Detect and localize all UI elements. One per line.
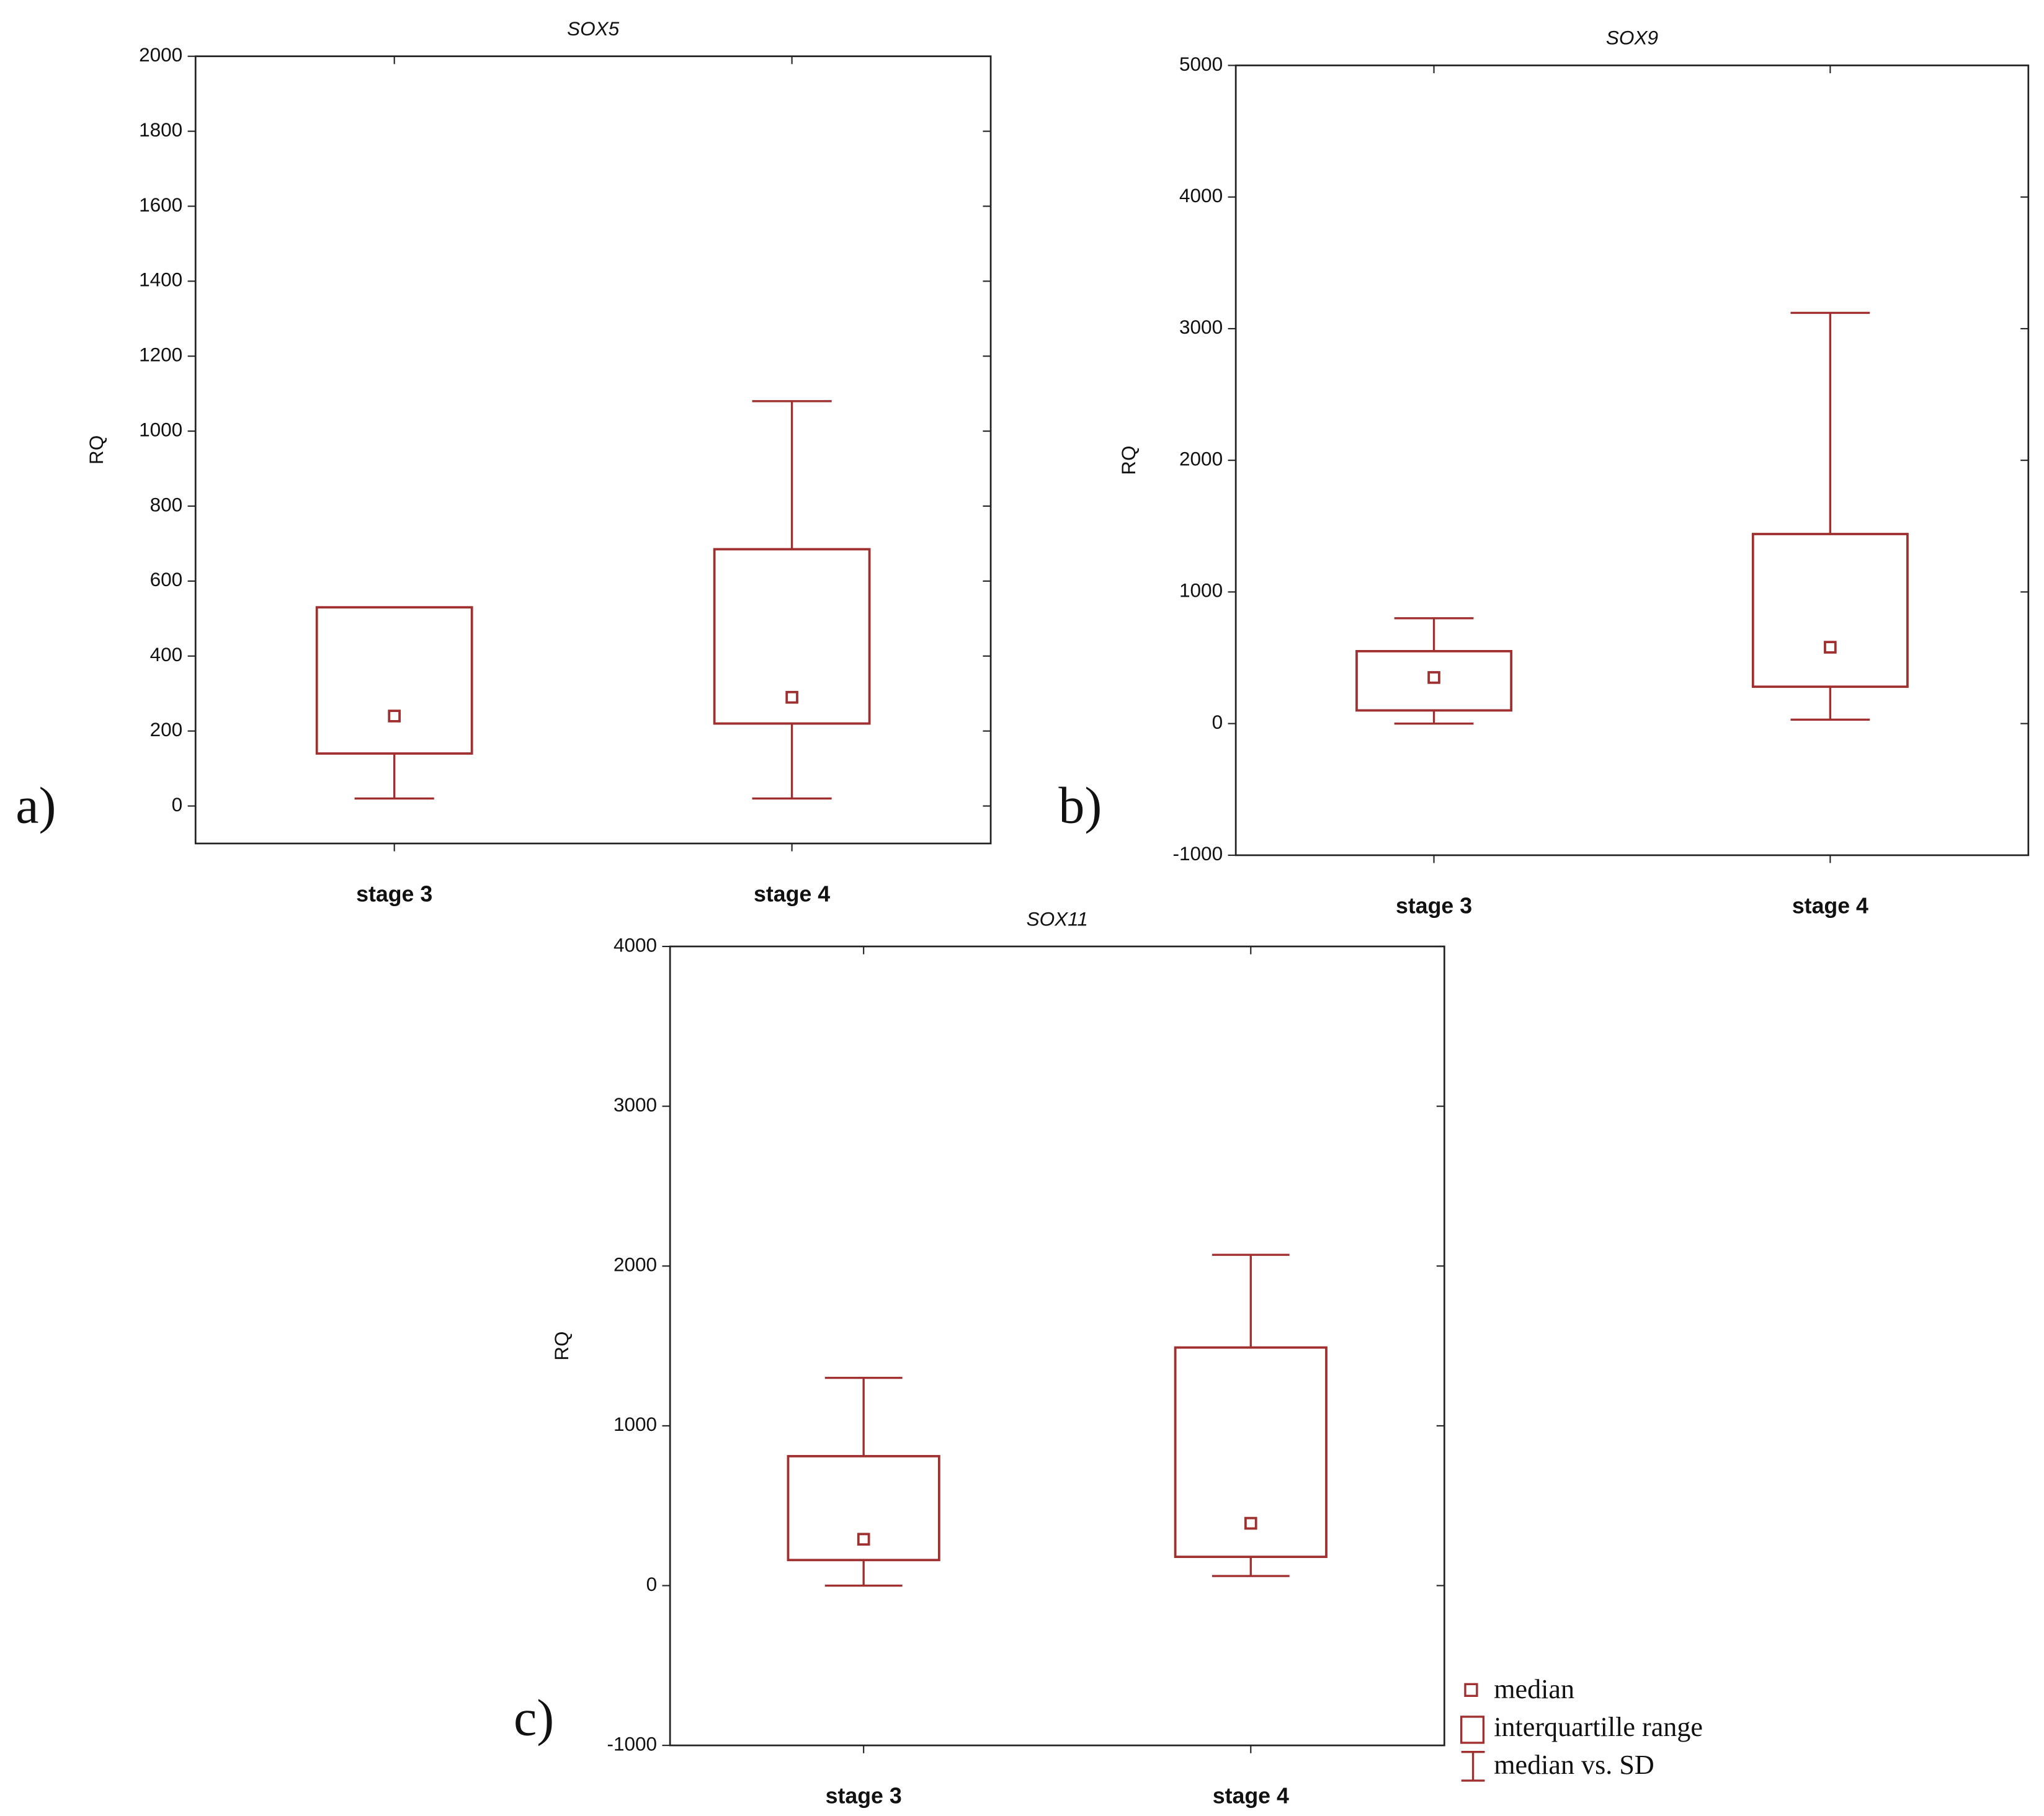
legend-median-icon [1464,1683,1478,1697]
y-tick-label: 200 [150,718,183,741]
y-tick-label: 1200 [139,344,182,366]
y-tick-label: 4000 [614,933,657,956]
plot-frame [669,945,1445,1747]
legend-sd-icon [1461,1750,1485,1782]
y-axis-title: RQ [1117,446,1140,475]
y-tick-label: 3000 [614,1093,657,1116]
x-tick-label: stage 4 [1213,1784,1289,1809]
y-tick-label: -1000 [1173,842,1223,865]
y-tick-label: 1000 [614,1413,657,1435]
median-marker [1427,671,1440,684]
chart-title: SOX11 [1027,907,1088,930]
y-axis-title: RQ [550,1331,573,1360]
x-tick-label: stage 3 [826,1784,902,1809]
legend-iqr-icon [1460,1716,1485,1744]
median-marker [388,710,401,723]
panel-label: c) [514,1689,554,1747]
plot-frame [1234,65,2030,857]
y-tick-label: 400 [150,643,183,665]
iqr-box [315,606,473,755]
median-marker [857,1533,870,1546]
iqr-box [713,548,871,725]
legend-entry: interquartille range [1494,1712,1703,1742]
y-tick-label: 1000 [1179,579,1223,602]
x-tick-label: stage 3 [356,881,432,906]
y-tick-label: 0 [1212,711,1223,733]
iqr-box [1751,533,1909,688]
iqr-box [1174,1346,1328,1559]
panel-label: b) [1058,777,1102,835]
y-tick-label: 0 [646,1573,658,1595]
iqr-box [1355,650,1513,712]
y-tick-label: 3000 [1179,316,1223,338]
legend-entry: median vs. SD [1494,1750,1654,1780]
y-tick-label: 1800 [139,118,182,141]
y-tick-label: 1400 [139,269,182,291]
y-tick-label: 600 [150,568,183,590]
y-tick-label: 2000 [1179,447,1223,470]
y-tick-label: 800 [150,493,183,515]
y-tick-label: 2000 [614,1253,657,1276]
x-tick-label: stage 4 [1792,893,1868,918]
panel-label: a) [16,777,56,835]
median-marker [785,690,798,704]
y-tick-label: 2000 [139,43,182,66]
plot-frame [194,55,992,845]
y-axis-title: RQ [85,435,107,465]
median-marker [1244,1516,1257,1530]
y-tick-label: 5000 [1179,53,1223,75]
y-tick-label: 1000 [139,418,182,440]
legend-entry: median [1494,1674,1574,1704]
median-marker [1824,641,1837,654]
y-tick-label: 1600 [139,194,182,216]
iqr-box [787,1454,940,1562]
chart-title: SOX9 [1606,27,1658,49]
chart-title: SOX5 [567,17,620,40]
x-tick-label: stage 4 [754,881,830,906]
y-tick-label: 4000 [1179,184,1223,207]
y-tick-label: -1000 [607,1732,657,1755]
y-tick-label: 0 [172,793,183,816]
x-tick-label: stage 3 [1396,893,1472,918]
